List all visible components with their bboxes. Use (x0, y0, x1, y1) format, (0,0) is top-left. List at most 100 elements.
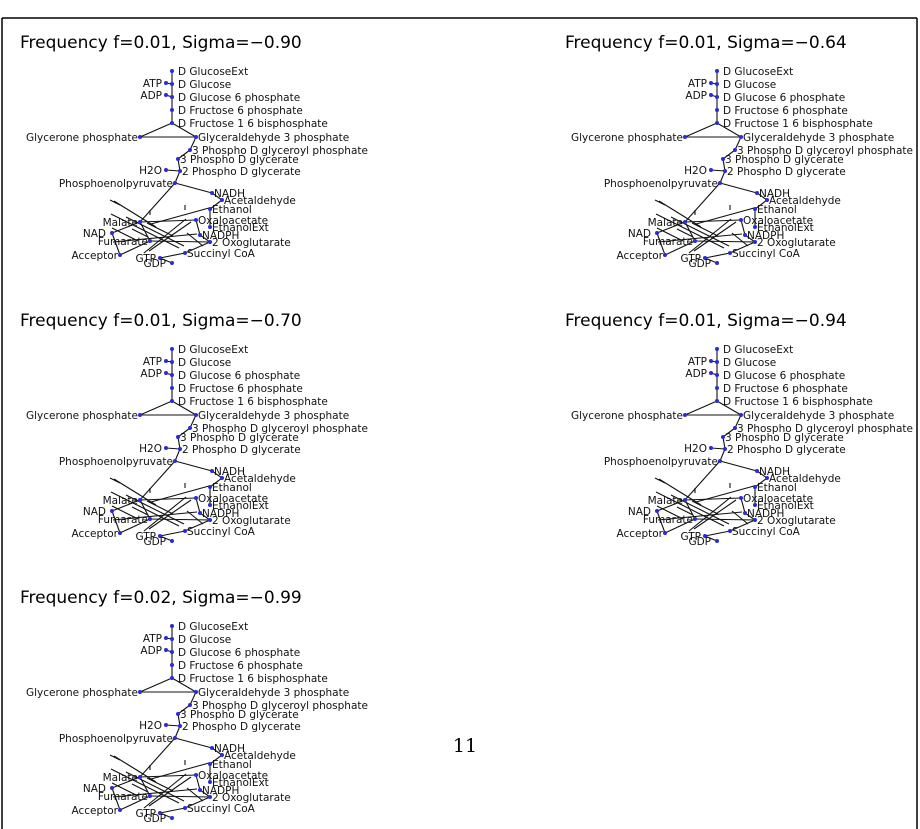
edge (143, 218, 187, 254)
edge (149, 240, 211, 243)
node-label: Oxaloacetate (198, 770, 268, 782)
node-label: 2 Phospho D glycerate (727, 444, 846, 456)
node (655, 231, 659, 235)
node (753, 485, 757, 489)
edge (125, 494, 185, 525)
edge (159, 257, 173, 264)
node (138, 498, 142, 502)
node (739, 413, 743, 417)
node-label: Fumarate (98, 791, 148, 803)
node-label: D Glucose (723, 357, 776, 369)
node (715, 108, 719, 112)
node-label: Phosphoenolpyruvate (59, 733, 173, 745)
node (164, 723, 168, 727)
node-label: D Fructose 6 phosphate (178, 383, 303, 395)
edge (139, 219, 197, 223)
edge (722, 436, 726, 450)
edge (744, 234, 756, 243)
node (170, 663, 174, 667)
node (715, 539, 719, 543)
edge (174, 460, 213, 472)
node-label: 3 Phospho D glycerate (180, 154, 299, 166)
node-label: Acceptor (616, 250, 663, 262)
node-label: GTP (680, 531, 701, 543)
node (194, 773, 198, 777)
node (170, 121, 174, 125)
node (198, 233, 202, 237)
panel-title: Frequency f=0.01, Sigma=−0.64 (565, 33, 847, 53)
node-label: ATP (688, 78, 707, 90)
node (138, 220, 142, 224)
node (683, 220, 687, 224)
node-label: D Fructose 6 phosphate (178, 660, 303, 672)
node-label: EthanolExt (757, 222, 814, 234)
node-label: Acetaldehyde (224, 195, 296, 207)
node-label: D Fructose 6 phosphate (178, 105, 303, 117)
node-label: EthanolExt (212, 777, 269, 789)
node-label: NADPH (747, 508, 784, 520)
node (170, 624, 174, 628)
node-label: Phosphoenolpyruvate (604, 456, 718, 468)
edge (734, 136, 742, 151)
node-label: D Glucose (723, 79, 776, 91)
node-label: D Glucose (178, 634, 231, 646)
node-label: Glycerone phosphate (571, 132, 683, 144)
edge (756, 192, 768, 201)
edge (199, 789, 211, 798)
edge (113, 478, 157, 506)
node-label: H2O (139, 165, 162, 177)
node-label: Fumarate (643, 514, 693, 526)
node-label: Acceptor (616, 528, 663, 540)
node (753, 225, 757, 229)
panel: Frequency f=0.01, Sigma=−0.70 D GlucoseEx… (20, 311, 368, 548)
edge (710, 447, 726, 450)
node-label: ADP (140, 645, 162, 657)
node (164, 93, 168, 97)
edge (139, 182, 176, 223)
edge (664, 240, 696, 256)
node-label: Malate (103, 772, 138, 784)
node (188, 426, 192, 430)
node (170, 399, 174, 403)
node (183, 806, 187, 810)
edge (131, 506, 149, 516)
node-label: GDP (143, 813, 166, 825)
node (765, 476, 769, 480)
edge (716, 122, 742, 138)
edge (211, 192, 223, 201)
edge (146, 777, 174, 792)
node (220, 753, 224, 757)
edge (159, 812, 173, 819)
node (728, 529, 732, 533)
node (176, 712, 180, 716)
edge (113, 200, 157, 228)
node-label: Glyceraldehyde 3 phosphate (743, 132, 894, 144)
edge (112, 788, 198, 798)
node-label: NADPH (202, 785, 239, 797)
node-label: Ethanol (212, 204, 252, 216)
node-label: D Glucose (178, 357, 231, 369)
node (110, 786, 114, 790)
node-label: 2 Phospho D glycerate (182, 166, 301, 178)
node-label: GTP (680, 253, 701, 265)
node-label: H2O (684, 443, 707, 455)
edge (177, 149, 191, 160)
node-label: H2O (684, 165, 707, 177)
panel-title: Frequency f=0.01, Sigma=−0.70 (20, 311, 302, 331)
edge (139, 460, 176, 501)
edge (656, 227, 684, 242)
node-label: Acetaldehyde (769, 473, 841, 485)
node-label: D Glucose 6 phosphate (723, 92, 845, 104)
node (148, 517, 152, 521)
edge (113, 755, 157, 783)
edge (676, 228, 694, 238)
node (170, 360, 174, 364)
edge (111, 227, 139, 242)
edge (111, 505, 139, 520)
node-label: Phosphoenolpyruvate (59, 456, 173, 468)
edge (754, 199, 768, 210)
edge (754, 477, 768, 488)
node-label: Ethanol (212, 482, 252, 494)
edge (159, 530, 186, 537)
node (164, 81, 168, 85)
